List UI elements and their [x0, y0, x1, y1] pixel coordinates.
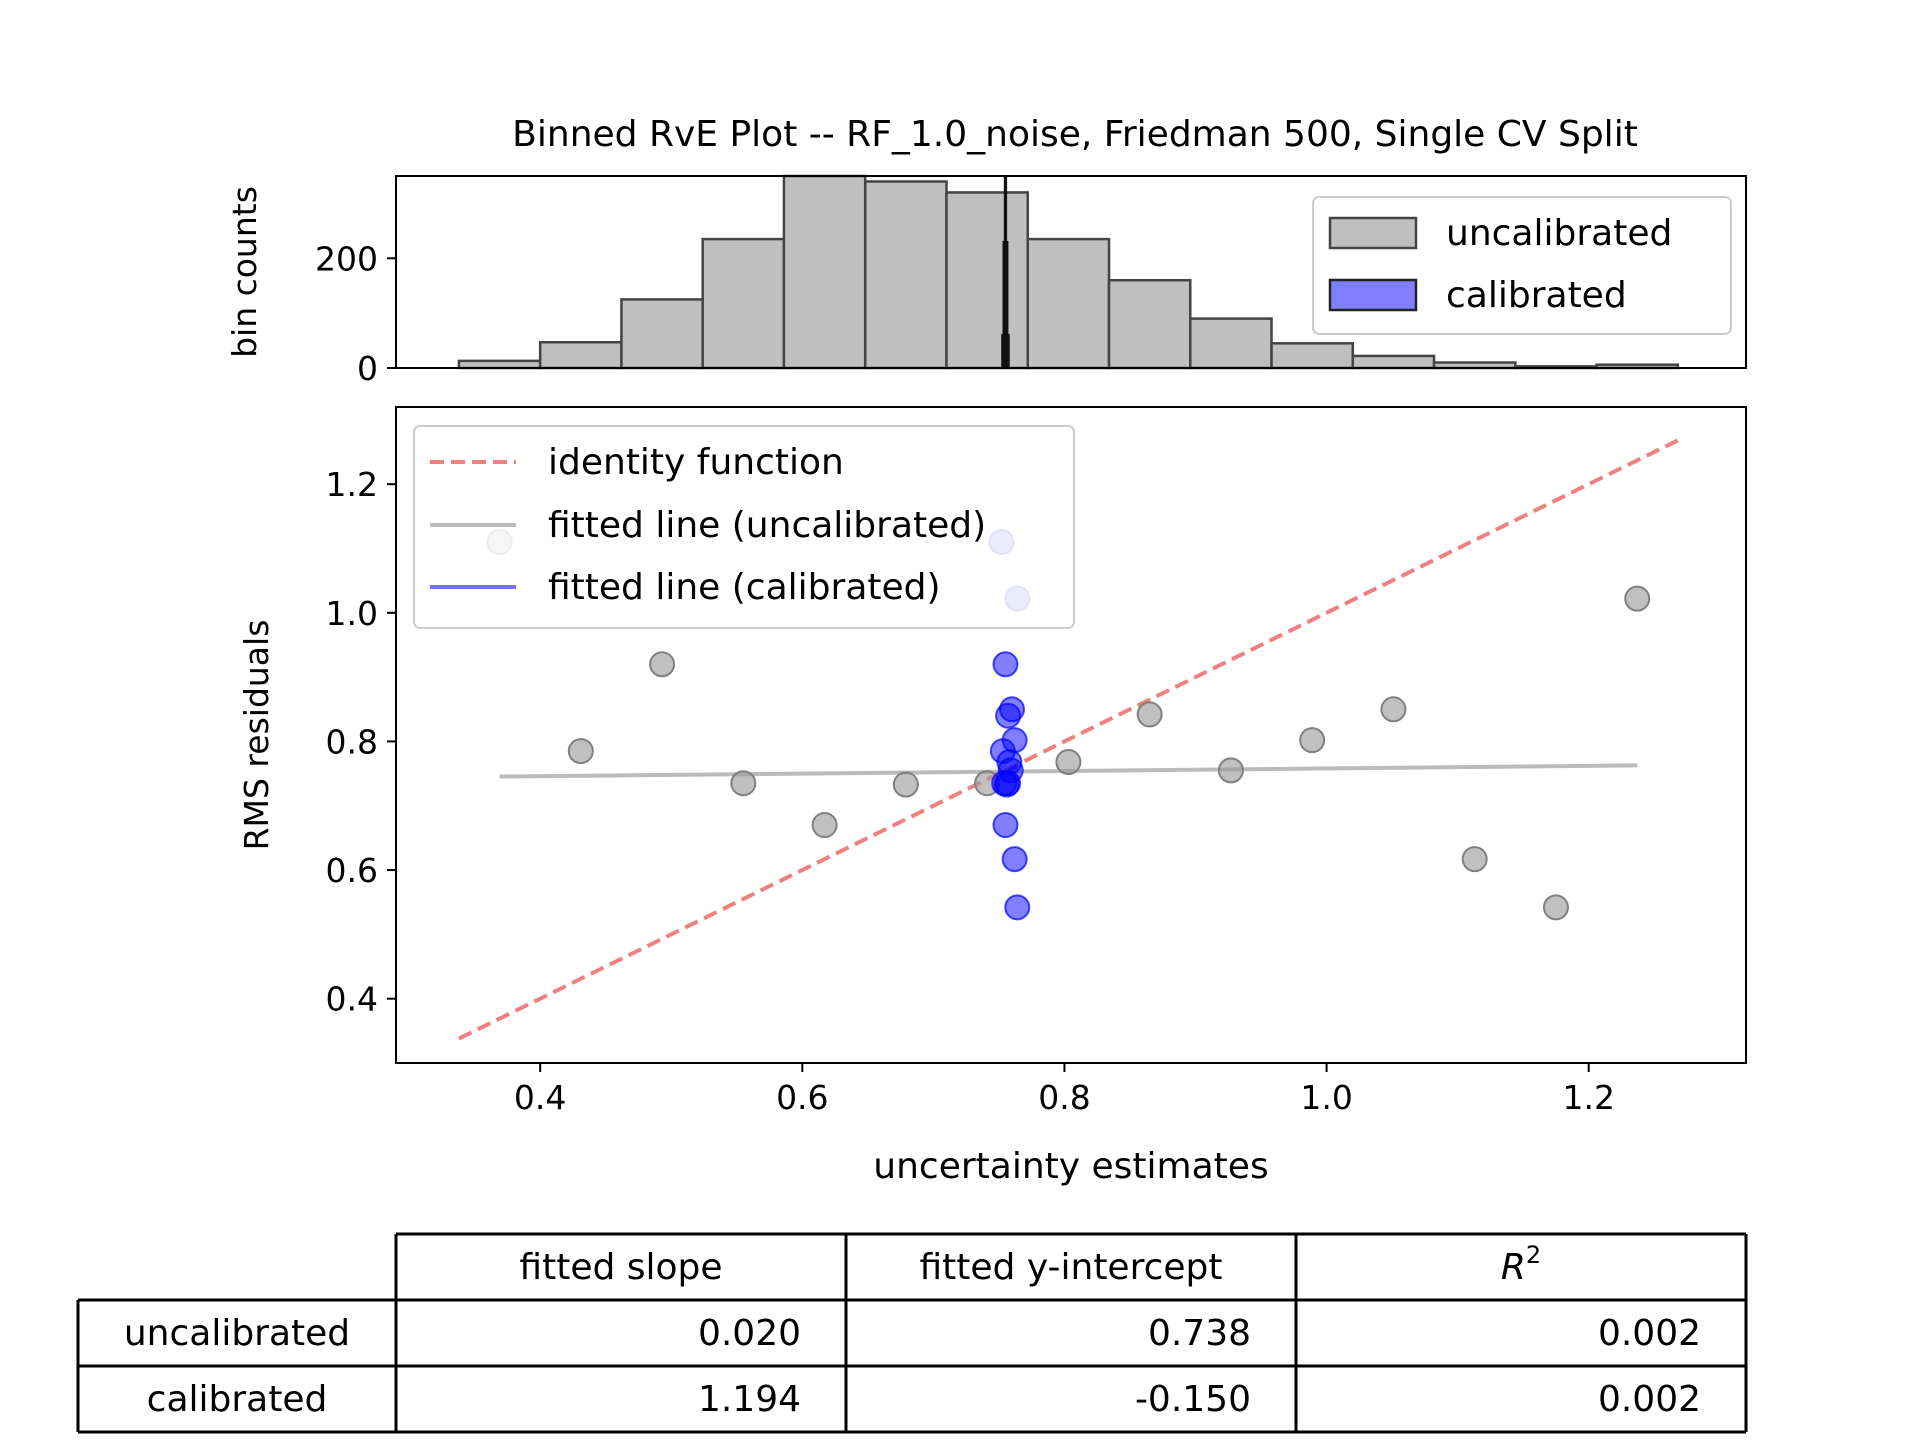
x-axis-label: uncertainty estimates — [873, 1146, 1268, 1187]
chart-title: Binned RvE Plot -- RF_1.0_noise, Friedma… — [512, 114, 1638, 155]
hist-bar-uncalibrated — [1107, 278, 1192, 370]
legend-label-identity: identity function — [548, 442, 844, 483]
identity-line — [458, 438, 1679, 1041]
table-cell: 0.002 — [1598, 1313, 1701, 1354]
hist-ytick-label: 0 — [357, 349, 378, 388]
hist-bar-uncalibrated — [1189, 317, 1273, 370]
point-uncalibrated — [730, 770, 757, 797]
hist-bar-uncalibrated — [1026, 237, 1111, 370]
hist-bar-uncalibrated — [620, 298, 704, 370]
table-cell: -0.150 — [1135, 1379, 1251, 1420]
table-cell: 0.738 — [1148, 1313, 1251, 1354]
point-uncalibrated — [1299, 727, 1326, 754]
legend-swatch-uncalibrated — [1328, 216, 1418, 250]
histogram-panel: 0 200 bin counts uncalibrated calibrated — [225, 174, 1747, 388]
legend-label-fit-calibrated: fitted line (calibrated) — [548, 567, 941, 608]
point-calibrated — [999, 696, 1026, 723]
table-header: fitted slope — [519, 1247, 722, 1288]
point-calibrated — [1001, 727, 1028, 754]
point-uncalibrated — [1542, 894, 1569, 921]
point-calibrated — [995, 770, 1022, 797]
scatter-frame — [395, 406, 1747, 1064]
xtick-label: 0.8 — [1038, 1078, 1090, 1117]
hist-bar-uncalibrated — [863, 180, 948, 370]
legend-label-fit-uncalibrated: fitted line (uncalibrated) — [548, 505, 986, 546]
xtick-label: 0.4 — [514, 1078, 566, 1117]
point-uncalibrated — [567, 738, 594, 765]
scatter-legend: identity function fitted line (uncalibrat… — [413, 425, 1075, 629]
scatter-panel: identity function fitted line (uncalibrat… — [237, 406, 1747, 1187]
point-uncalibrated — [892, 771, 919, 798]
hist-bar-uncalibrated — [1351, 354, 1436, 370]
table-row-label: uncalibrated — [124, 1313, 350, 1354]
point-calibrated — [992, 651, 1019, 678]
hist-legend: uncalibrated calibrated — [1312, 196, 1732, 335]
hist-legend-box — [1312, 196, 1732, 335]
hist-ylabel: bin counts — [225, 186, 264, 358]
legend-label-uncalibrated: uncalibrated — [1446, 213, 1672, 254]
point-calibrated — [1004, 894, 1031, 921]
point-uncalibrated — [1136, 701, 1163, 728]
point-uncalibrated — [1624, 585, 1651, 612]
point-calibrated — [992, 812, 1019, 839]
table-row-label: calibrated — [147, 1379, 328, 1420]
table-cell: 0.002 — [1598, 1379, 1701, 1420]
xtick-label: 1.2 — [1562, 1078, 1614, 1117]
hist-bar-uncalibrated — [538, 340, 623, 370]
hist-bar-uncalibrated — [782, 174, 867, 370]
point-uncalibrated — [1217, 757, 1244, 784]
hist-bar-uncalibrated — [701, 237, 786, 370]
point-uncalibrated — [1461, 846, 1488, 873]
legend-swatch-calibrated — [1328, 278, 1418, 312]
hist-ytick-label: 200 — [315, 239, 378, 278]
ytick-label: 0.6 — [326, 851, 378, 890]
xtick-label: 1.0 — [1300, 1078, 1352, 1117]
point-uncalibrated — [1055, 749, 1082, 776]
hist-bar-uncalibrated — [1270, 342, 1355, 370]
ytick-label: 1.2 — [326, 465, 378, 504]
y-axis-label: RMS residuals — [237, 620, 276, 851]
scatter-legend-box — [413, 425, 1075, 629]
legend-label-calibrated: calibrated — [1446, 275, 1627, 316]
xtick-label: 0.6 — [776, 1078, 828, 1117]
hist-frame — [395, 175, 1747, 369]
hist-bar-calibrated — [1006, 334, 1010, 370]
hist-bar-uncalibrated — [945, 191, 1029, 370]
point-calibrated — [1001, 846, 1028, 873]
hist-bar-uncalibrated — [457, 359, 542, 370]
fit-stats-table: fitted slope fitted y-intercept R2 uncalibr… — [76, 1232, 1748, 1434]
table-cell: 0.020 — [698, 1313, 801, 1354]
ytick-label: 0.8 — [326, 722, 378, 761]
table-cell: 1.194 — [698, 1379, 801, 1420]
ytick-label: 0.4 — [326, 980, 378, 1019]
ytick-label: 1.0 — [326, 594, 378, 633]
point-uncalibrated — [649, 651, 676, 678]
point-uncalibrated — [811, 812, 838, 839]
point-uncalibrated — [1380, 696, 1407, 723]
table-header-r2: R2 — [1501, 1241, 1541, 1288]
table-header: fitted y-intercept — [919, 1247, 1222, 1288]
